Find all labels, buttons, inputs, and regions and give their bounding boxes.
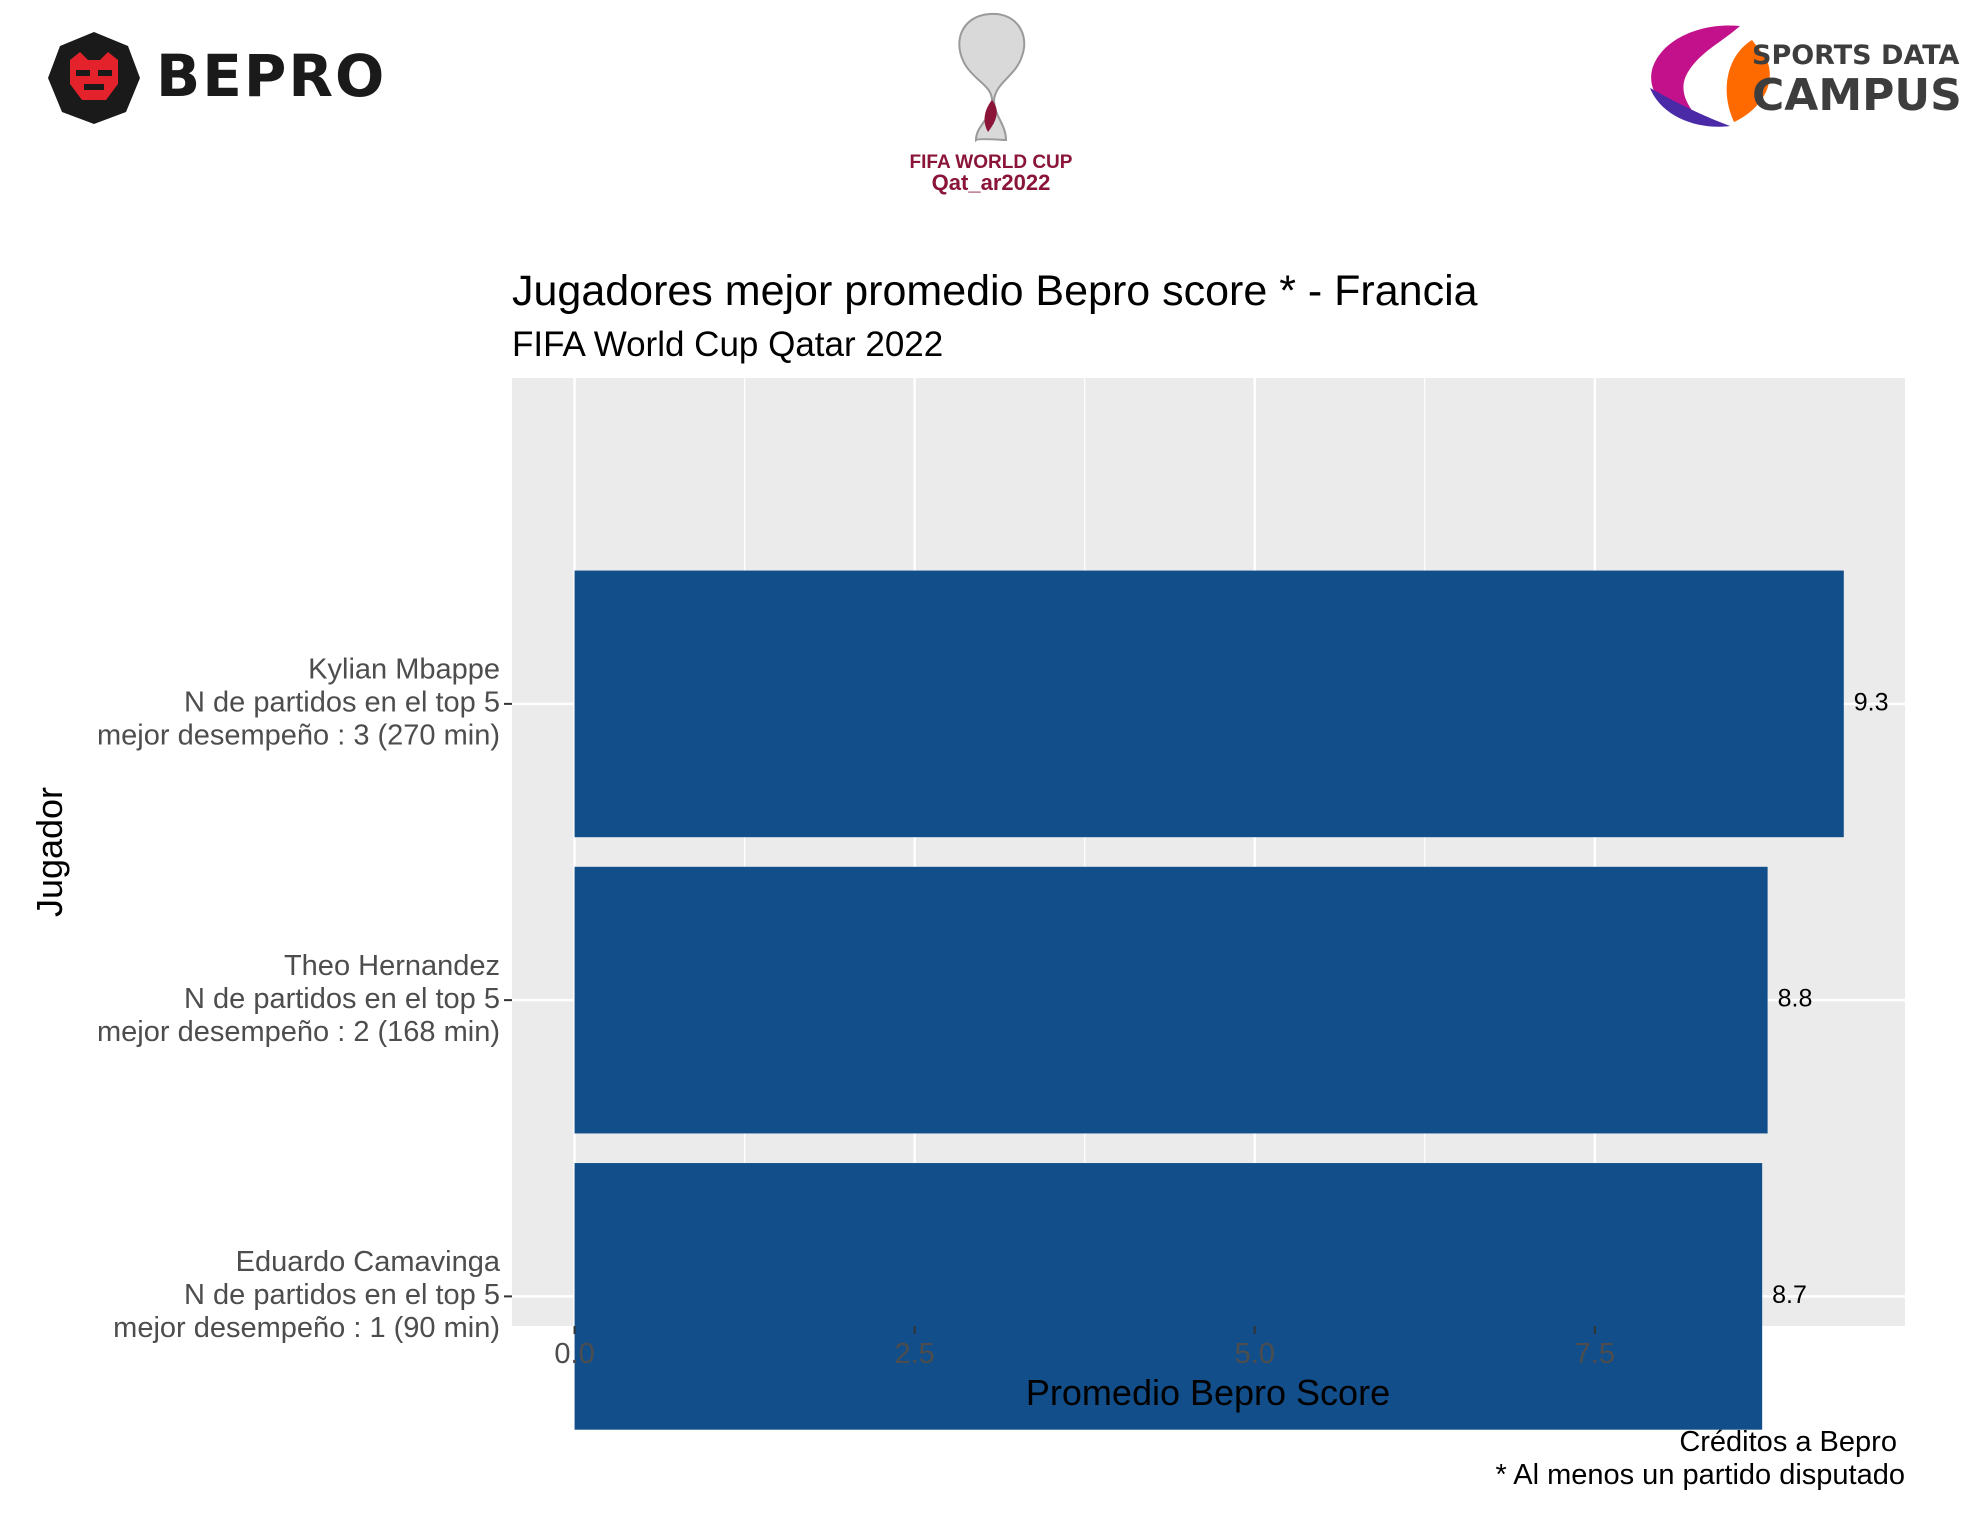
sdc-swirl-icon xyxy=(1651,25,1740,124)
y-axis-ticks xyxy=(504,702,512,1298)
x-tick-label: 0.0 xyxy=(554,1338,594,1370)
sports-data-campus-logo: SPORTS DATA CAMPUS xyxy=(1650,25,1962,127)
bar xyxy=(574,1163,1763,1430)
bar xyxy=(574,866,1768,1134)
fifa-logo-line2: Qat_ar2022 xyxy=(932,170,1051,195)
bepro-face-icon xyxy=(70,52,118,100)
bepro-wordmark: BEPRO xyxy=(156,42,386,110)
x-axis-title: Promedio Bepro Score xyxy=(1026,1372,1390,1413)
data-label: 8.8 xyxy=(1778,985,1813,1013)
caption-line-1: Créditos a Bepro xyxy=(1679,1426,1905,1458)
x-tick-label: 2.5 xyxy=(895,1338,935,1370)
y-axis-tick-labels: Kylian Mbappe N de partidos en el top 5 me… xyxy=(97,654,501,1345)
caption-line-2: * Al menos un partido disputado xyxy=(1496,1459,1906,1491)
sdc-logo-line2: CAMPUS xyxy=(1752,70,1962,121)
y-axis-title: Jugador xyxy=(29,787,70,917)
fifa-logo-line1: FIFA WORLD CUP xyxy=(910,152,1073,173)
chart-subtitle: FIFA World Cup Qatar 2022 xyxy=(512,325,943,364)
bar xyxy=(574,570,1844,838)
fifa-world-cup-logo: FIFA WORLD CUP Qat_ar2022 xyxy=(910,12,1073,195)
x-tick-label: 5.0 xyxy=(1235,1338,1275,1370)
bars xyxy=(574,570,1844,1430)
data-label: 8.7 xyxy=(1772,1281,1807,1309)
sdc-logo-line1: SPORTS DATA xyxy=(1752,40,1960,71)
y-tick-label: Kylian Mbappe N de partidos en el top 5 me… xyxy=(97,654,500,752)
x-axis-ticks xyxy=(573,1326,1596,1334)
data-labels: 9.3 8.8 8.7 xyxy=(1772,688,1888,1309)
bepro-logo: BEPRO xyxy=(48,32,386,124)
chart-title: Jugadores mejor promedio Bepro score * -… xyxy=(512,267,1478,315)
x-tick-label: 7.5 xyxy=(1575,1338,1615,1370)
fifa-trophy-icon xyxy=(958,12,1026,143)
data-label: 9.3 xyxy=(1854,688,1889,716)
x-axis-tick-labels: 0.0 2.5 5.0 7.5 xyxy=(554,1338,1615,1370)
y-tick-label: Eduardo Camavinga N de partidos en el top… xyxy=(113,1246,501,1344)
